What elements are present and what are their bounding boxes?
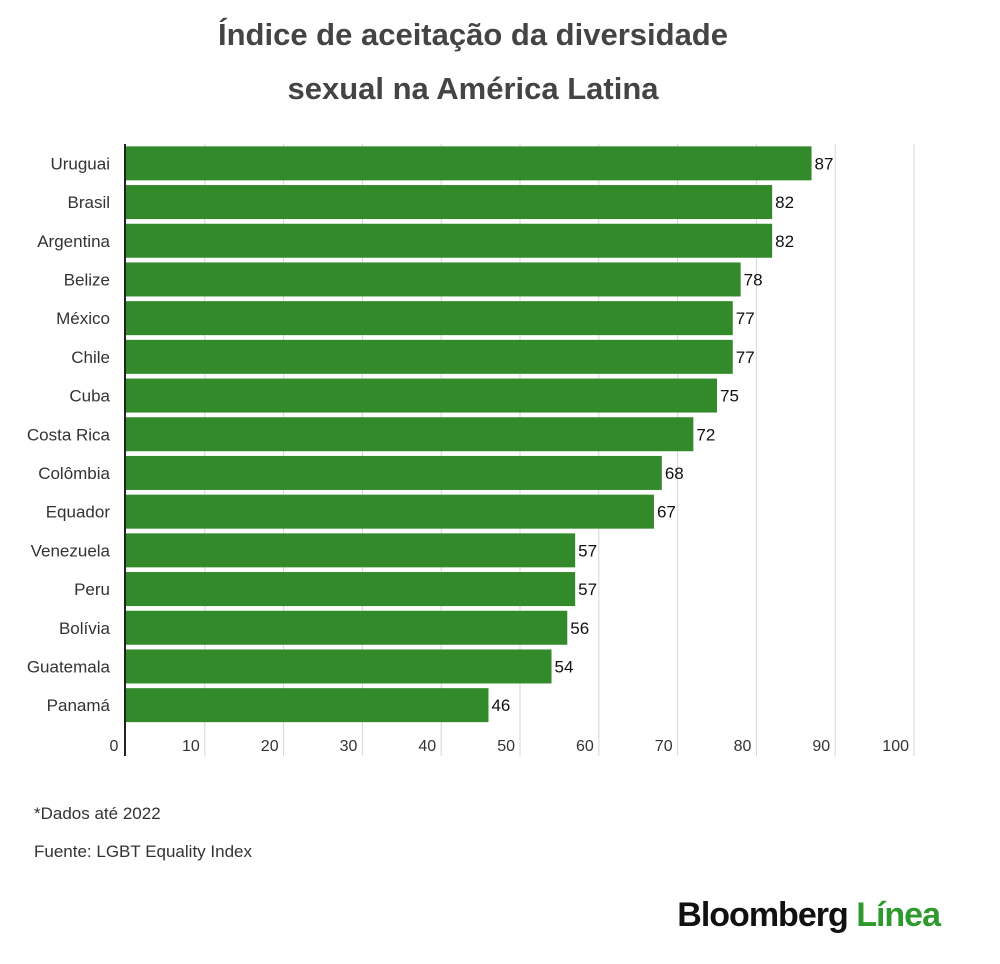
axes: 0 10 20 30 40 50 60 70 80 90 100 Uruguai 87 Brasil 82 A… [27, 144, 909, 756]
x-tick-label: 80 [734, 738, 752, 755]
value-label: 72 [696, 425, 715, 444]
brand-logo: Bloomberg Línea [677, 896, 941, 935]
value-label: 57 [578, 541, 597, 560]
chart-title-line-1: Índice de aceitação da diversidade [217, 17, 728, 52]
value-label: 82 [775, 232, 794, 251]
chart-title-line-2: sexual na América Latina [287, 71, 659, 106]
category-label: Costa Rica [27, 425, 111, 444]
value-label: 56 [570, 619, 589, 638]
category-label: México [56, 309, 110, 328]
x-tick-label: 70 [655, 738, 673, 755]
value-label: 57 [578, 580, 597, 599]
value-label: 54 [555, 657, 574, 676]
bar [126, 572, 576, 607]
x-tick-label: 100 [882, 738, 909, 755]
category-label: Equador [46, 503, 111, 522]
value-label: 75 [720, 387, 739, 406]
category-label: Chile [71, 348, 110, 367]
value-label: 78 [744, 270, 763, 289]
category-label: Argentina [37, 232, 110, 251]
bar [126, 688, 489, 723]
category-label: Colômbia [38, 464, 110, 483]
bar [126, 494, 654, 529]
x-tick-label: 50 [497, 738, 515, 755]
bar [126, 301, 733, 336]
bar [126, 146, 812, 181]
x-tick-label: 40 [418, 738, 436, 755]
bar [126, 262, 741, 297]
category-label: Venezuela [31, 541, 111, 560]
chart-notes: *Dados até 2022 Fuente: LGBT Equality In… [34, 800, 252, 876]
x-tick-label: 30 [340, 738, 358, 755]
brand-logo-part-2: Línea [856, 896, 941, 934]
bar [126, 533, 576, 568]
bar [126, 185, 773, 220]
bars [126, 146, 812, 723]
bar [126, 455, 662, 490]
bar [126, 649, 552, 684]
category-label: Bolívia [59, 619, 111, 638]
category-label: Panamá [47, 696, 111, 715]
category-label: Guatemala [27, 657, 111, 676]
bar [126, 223, 773, 258]
bar-chart: 0 10 20 30 40 50 60 70 80 90 100 Uruguai 87 Brasil 82 A… [27, 144, 915, 756]
source-note: Fuente: LGBT Equality Index [34, 842, 252, 861]
x-tick-label: 60 [576, 738, 594, 755]
category-label: Cuba [69, 387, 110, 406]
value-label: 46 [491, 696, 510, 715]
value-label: 77 [736, 309, 755, 328]
x-tick-label: 20 [261, 738, 279, 755]
value-label: 67 [657, 503, 676, 522]
value-label: 87 [815, 154, 834, 173]
x-tick-label: 0 [110, 738, 119, 755]
brand-logo-part-1: Bloomberg [677, 896, 848, 934]
category-label: Belize [64, 270, 110, 289]
category-label: Brasil [67, 193, 110, 212]
value-label: 82 [775, 193, 794, 212]
category-label: Peru [74, 580, 110, 599]
x-tick-label: 10 [182, 738, 200, 755]
chart-title: Índice de aceitação da diversidade sexua… [0, 8, 946, 116]
value-label: 68 [665, 464, 684, 483]
category-label: Uruguai [50, 154, 110, 173]
x-tick-label: 90 [812, 738, 830, 755]
bar [126, 339, 733, 374]
footnote: *Dados até 2022 [34, 804, 161, 823]
bar [126, 378, 717, 413]
bar [126, 417, 694, 452]
bar [126, 610, 568, 645]
value-label: 77 [736, 348, 755, 367]
